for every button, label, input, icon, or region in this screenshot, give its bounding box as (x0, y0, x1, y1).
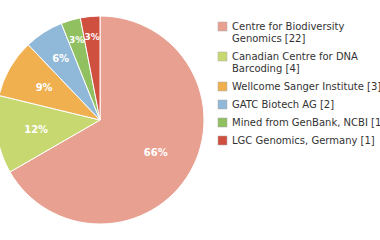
legend-swatch (218, 100, 227, 109)
legend-swatch (218, 82, 227, 91)
legend-swatch (218, 136, 227, 145)
slices (0, 16, 204, 224)
legend: Centre for BiodiversityGenomics [22] Cana… (218, 21, 380, 146)
legend-swatch (218, 52, 227, 61)
slice (80, 16, 100, 120)
data-label: 6% (52, 53, 69, 64)
legend-label: Wellcome Sanger Institute [3] (232, 81, 380, 92)
data-label: 66% (144, 147, 168, 158)
data-label: 3% (69, 35, 84, 45)
legend-label: Mined from GenBank, NCBI [1] (232, 117, 380, 128)
data-label: 3% (84, 32, 99, 42)
legend-swatch (218, 22, 227, 31)
legend-label: GATC Biotech AG [2] (232, 99, 334, 110)
data-labels: 66%12%9%6%3%3% (24, 32, 168, 158)
data-label: 9% (36, 82, 53, 93)
legend-label: Centre for BiodiversityGenomics [22] (232, 21, 345, 44)
chart: 66%12%9%6%3%3%Centre for BiodiversityGen… (0, 0, 380, 240)
legend-label: LGC Genomics, Germany [1] (232, 135, 375, 146)
legend-swatch (218, 118, 227, 127)
legend-label: Canadian Centre for DNABarcoding [4] (232, 51, 358, 74)
data-label: 12% (24, 124, 48, 135)
